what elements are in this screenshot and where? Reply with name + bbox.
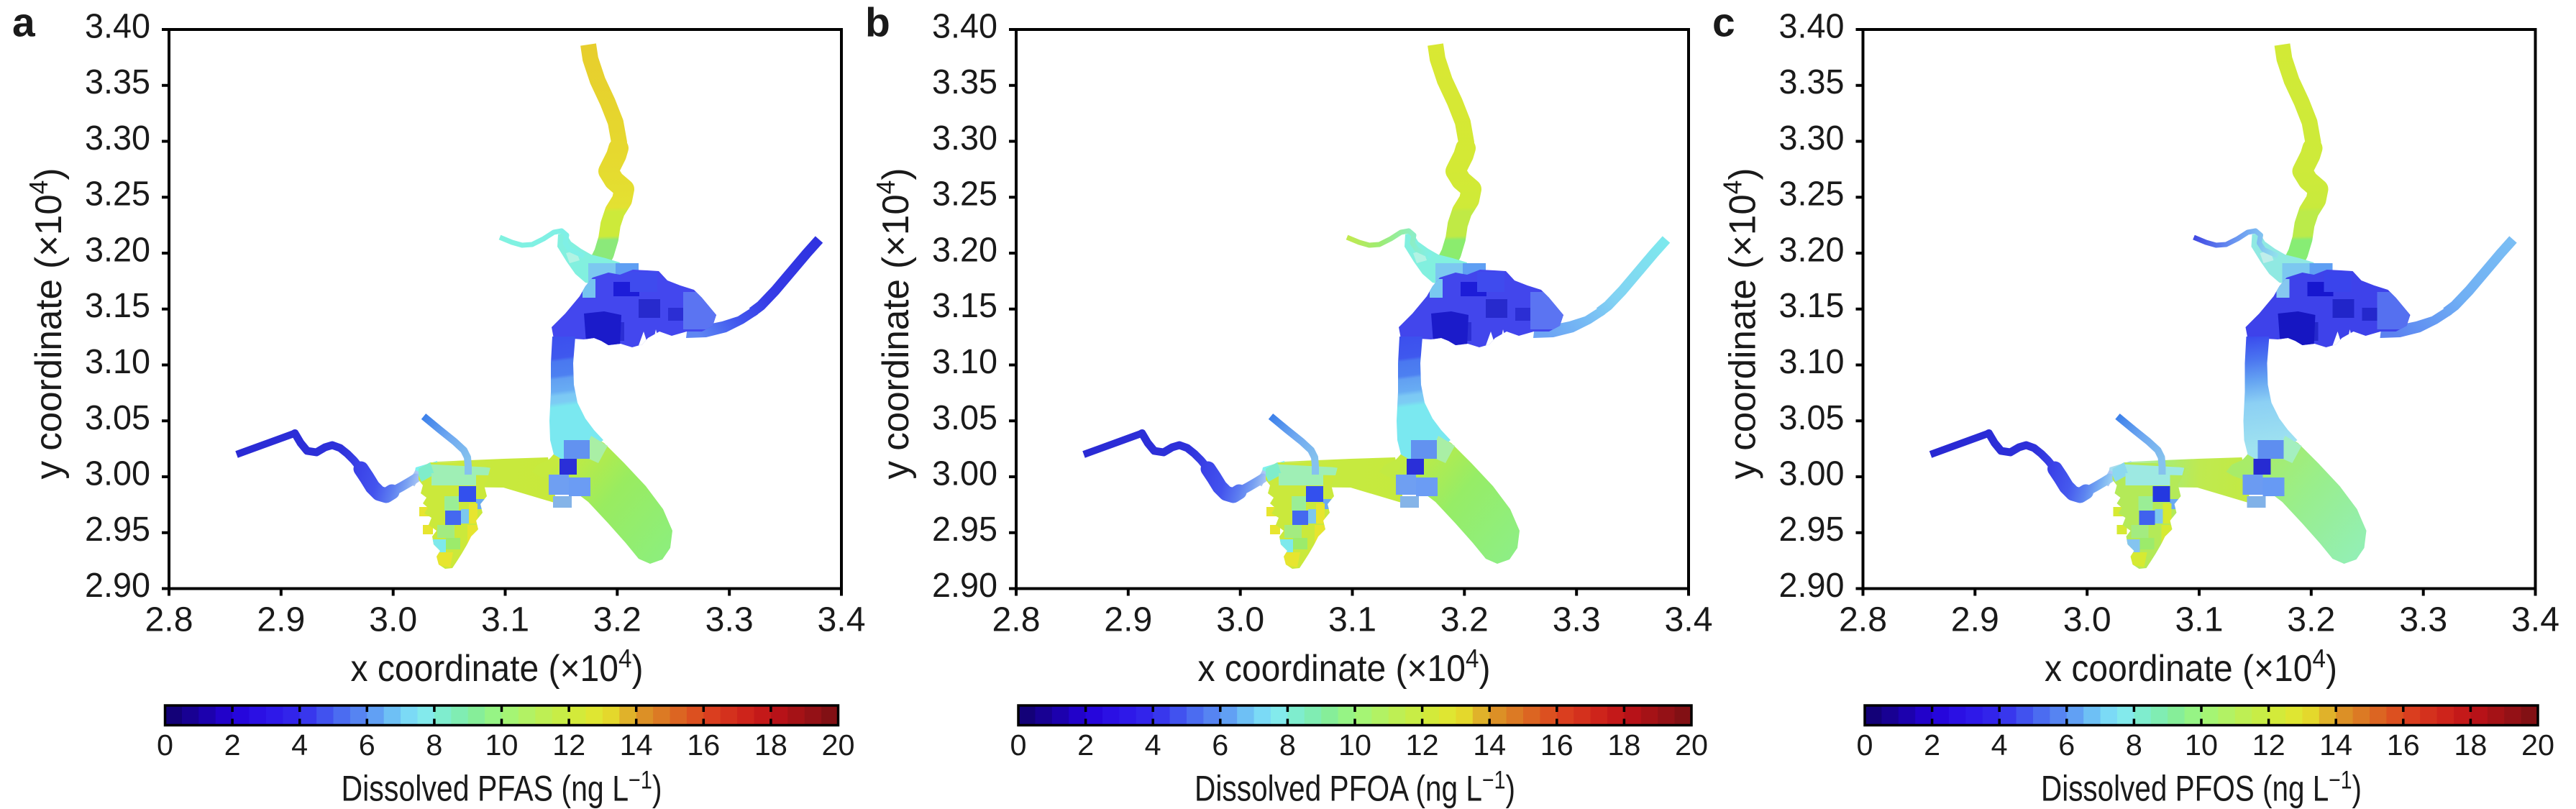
svg-text:3.15: 3.15 — [932, 287, 997, 325]
svg-text:3.00: 3.00 — [85, 455, 150, 493]
svg-text:18: 18 — [754, 728, 787, 762]
svg-text:16: 16 — [687, 728, 720, 762]
svg-text:4: 4 — [1991, 728, 2008, 762]
svg-text:2.9: 2.9 — [1104, 601, 1152, 639]
svg-text:2.90: 2.90 — [85, 567, 150, 605]
svg-text:12: 12 — [1406, 728, 1439, 762]
svg-text:3.40: 3.40 — [932, 8, 997, 46]
svg-text:3.20: 3.20 — [85, 232, 150, 270]
svg-text:2.8: 2.8 — [992, 601, 1041, 639]
svg-text:3.3: 3.3 — [1553, 601, 1601, 639]
svg-text:x coordinate (×104): x coordinate (×104) — [1198, 644, 1491, 690]
svg-text:4: 4 — [291, 728, 308, 762]
svg-text:18: 18 — [1607, 728, 1640, 762]
svg-text:Dissolved PFAS (ng L−1): Dissolved PFAS (ng L−1) — [342, 767, 662, 809]
svg-text:y coordinate (×104): y coordinate (×104) — [1718, 168, 1764, 480]
svg-text:3.1: 3.1 — [2175, 601, 2224, 639]
svg-text:3.35: 3.35 — [1779, 63, 1845, 101]
svg-text:6: 6 — [2058, 728, 2075, 762]
svg-text:3.2: 3.2 — [1440, 601, 1489, 639]
svg-text:3.35: 3.35 — [932, 63, 997, 101]
svg-text:10: 10 — [2185, 728, 2218, 762]
svg-text:3.25: 3.25 — [932, 175, 997, 214]
svg-text:10: 10 — [1338, 728, 1371, 762]
svg-text:20: 20 — [822, 728, 855, 762]
svg-text:3.00: 3.00 — [932, 455, 997, 493]
svg-text:6: 6 — [1212, 728, 1228, 762]
svg-text:3.05: 3.05 — [932, 399, 997, 437]
svg-text:14: 14 — [1473, 728, 1506, 762]
svg-text:3.10: 3.10 — [1779, 343, 1845, 381]
svg-text:2.8: 2.8 — [1839, 601, 1887, 639]
svg-text:3.25: 3.25 — [1779, 175, 1845, 214]
svg-text:3.2: 3.2 — [593, 601, 641, 639]
svg-text:8: 8 — [1279, 728, 1296, 762]
svg-text:2.90: 2.90 — [1779, 567, 1845, 605]
svg-text:3.1: 3.1 — [1328, 601, 1376, 639]
svg-text:20: 20 — [1675, 728, 1708, 762]
svg-text:2.90: 2.90 — [932, 567, 997, 605]
svg-text:3.4: 3.4 — [818, 601, 866, 639]
svg-text:2.9: 2.9 — [1951, 601, 1999, 639]
svg-text:3.05: 3.05 — [85, 399, 150, 437]
svg-text:14: 14 — [2319, 728, 2352, 762]
svg-text:a: a — [12, 0, 36, 46]
svg-text:3.0: 3.0 — [2063, 601, 2111, 639]
svg-text:3.30: 3.30 — [1779, 119, 1845, 157]
svg-text:2: 2 — [1077, 728, 1094, 762]
svg-text:3.20: 3.20 — [932, 232, 997, 270]
svg-text:x coordinate (×104): x coordinate (×104) — [351, 644, 644, 690]
svg-text:3.1: 3.1 — [481, 601, 529, 639]
svg-text:3.05: 3.05 — [1779, 399, 1845, 437]
svg-text:3.15: 3.15 — [1779, 287, 1845, 325]
svg-text:3.15: 3.15 — [85, 287, 150, 325]
svg-text:2.8: 2.8 — [145, 601, 193, 639]
svg-text:18: 18 — [2454, 728, 2487, 762]
svg-text:x coordinate (×104): x coordinate (×104) — [2045, 644, 2337, 690]
svg-text:Dissolved PFOA (ng L−1): Dissolved PFOA (ng L−1) — [1195, 767, 1515, 809]
svg-text:3.3: 3.3 — [2399, 601, 2447, 639]
svg-text:3.30: 3.30 — [932, 119, 997, 157]
svg-text:3.20: 3.20 — [1779, 232, 1845, 270]
svg-text:y coordinate (×104): y coordinate (×104) — [24, 168, 70, 480]
svg-text:8: 8 — [426, 728, 442, 762]
svg-text:14: 14 — [620, 728, 653, 762]
svg-text:3.40: 3.40 — [85, 8, 150, 46]
svg-text:6: 6 — [359, 728, 375, 762]
svg-text:y coordinate (×104): y coordinate (×104) — [871, 168, 917, 480]
svg-text:8: 8 — [2126, 728, 2142, 762]
svg-text:3.2: 3.2 — [2287, 601, 2335, 639]
svg-text:12: 12 — [2252, 728, 2285, 762]
svg-text:3.10: 3.10 — [85, 343, 150, 381]
svg-text:3.30: 3.30 — [85, 119, 150, 157]
svg-text:12: 12 — [552, 728, 585, 762]
svg-text:10: 10 — [485, 728, 519, 762]
svg-text:3.0: 3.0 — [1216, 601, 1264, 639]
svg-text:2: 2 — [1924, 728, 1940, 762]
svg-text:2: 2 — [224, 728, 241, 762]
svg-text:0: 0 — [1857, 728, 1873, 762]
svg-text:0: 0 — [1010, 728, 1027, 762]
svg-text:2.95: 2.95 — [1779, 511, 1845, 549]
svg-text:3.25: 3.25 — [85, 175, 150, 214]
svg-text:3.00: 3.00 — [1779, 455, 1845, 493]
svg-text:2.9: 2.9 — [257, 601, 305, 639]
svg-text:2.95: 2.95 — [932, 511, 997, 549]
svg-text:0: 0 — [157, 728, 173, 762]
svg-text:3.0: 3.0 — [369, 601, 417, 639]
svg-text:3.35: 3.35 — [85, 63, 150, 101]
svg-text:b: b — [865, 0, 890, 46]
svg-text:3.10: 3.10 — [932, 343, 997, 381]
svg-text:3.4: 3.4 — [1665, 601, 1713, 639]
svg-text:16: 16 — [1540, 728, 1574, 762]
svg-text:16: 16 — [2387, 728, 2420, 762]
svg-text:3.40: 3.40 — [1779, 8, 1845, 46]
svg-text:4: 4 — [1145, 728, 1161, 762]
svg-text:3.4: 3.4 — [2511, 601, 2559, 639]
svg-text:c: c — [1712, 0, 1735, 46]
svg-text:2.95: 2.95 — [85, 511, 150, 549]
svg-text:20: 20 — [2521, 728, 2554, 762]
svg-text:3.3: 3.3 — [705, 601, 754, 639]
svg-text:Dissolved PFOS (ng L−1): Dissolved PFOS (ng L−1) — [2041, 767, 2362, 809]
